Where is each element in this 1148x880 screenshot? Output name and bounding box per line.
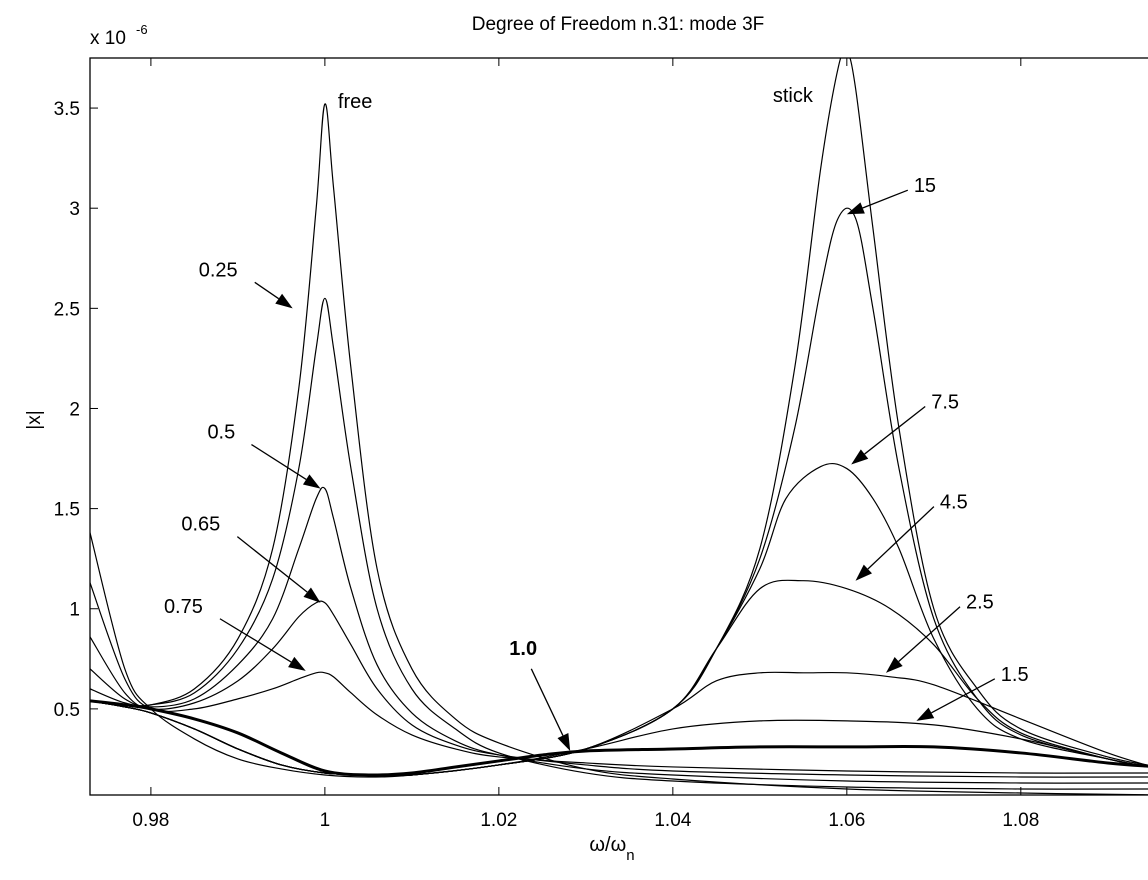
axis-ticks: 0.98 1 1.02 1.04 1.06 1.08 0.5 1 1.5 2 2.5 3 3.5 <box>54 58 1039 831</box>
series-line-2-5 <box>90 671 1148 777</box>
y-tick-label: 1.5 <box>54 500 80 521</box>
x-axis-label-sub: n <box>626 847 634 864</box>
annotation-arrowhead-4-5 <box>855 564 873 581</box>
y-tick-label: 0.5 <box>54 700 80 721</box>
y-tick-label: 2.5 <box>54 299 80 320</box>
y-tick-label: 2 <box>69 399 80 420</box>
x-tick-label: 0.98 <box>132 810 169 831</box>
y-tick-label: 1 <box>69 600 80 621</box>
annotation-label-4-5: 4.5 <box>940 492 968 514</box>
annotation-arrowhead-0-75 <box>288 656 306 671</box>
annotation-arrow-0-65 <box>236 536 308 593</box>
annotation-arrowhead-2-5 <box>885 657 903 673</box>
x-tick-label: 1.08 <box>1002 810 1039 831</box>
series-line-stick <box>90 58 1148 777</box>
series-line-0-65 <box>90 600 1148 778</box>
annotation-label-7-5: 7.5 <box>931 391 959 413</box>
series-line-1-5 <box>90 532 1148 778</box>
series-line-1-0 <box>90 699 1148 777</box>
series-line-7-5 <box>90 462 1148 777</box>
y-tick-label: 3 <box>69 199 80 220</box>
annotation-arrow-1-0 <box>530 668 564 736</box>
annotation-arrowhead-0-25 <box>275 293 293 309</box>
annotation-label-free: free <box>338 91 372 113</box>
series-line-0-5 <box>90 486 1148 784</box>
series-line-0-75 <box>90 582 1148 774</box>
annotation-arrow-1-5 <box>931 678 996 714</box>
series-line-15 <box>90 207 1148 777</box>
annotation-label-0-5: 0.5 <box>207 422 235 444</box>
plot-frame <box>89 57 1148 796</box>
annotation-arrowhead-1-5 <box>916 707 935 721</box>
x-tick-label: 1.02 <box>480 810 517 831</box>
annotation-label-0-75: 0.75 <box>164 596 203 618</box>
annotation-arrow-2-5 <box>898 606 961 662</box>
annotation-label-0-25: 0.25 <box>199 259 238 281</box>
annotation-arrow-0-5 <box>251 443 307 480</box>
annotation-arrow-4-5 <box>867 506 935 570</box>
annotation-arrowhead-0-65 <box>303 587 321 603</box>
annotation-label-15: 15 <box>914 175 936 197</box>
annotation-arrowhead-7-5 <box>851 449 869 465</box>
y-scale-exponent: x 10 <box>90 28 126 49</box>
series-line-0-25 <box>90 297 1148 790</box>
annotation-arrow-0-25 <box>254 281 280 300</box>
x-tick-label: 1.04 <box>654 810 691 831</box>
annotation-arrowhead-1-0 <box>557 733 571 751</box>
x-tick-label: 1.06 <box>828 810 865 831</box>
y-scale-exponent-power: -6 <box>136 22 148 37</box>
annotation-label-1-0: 1.0 <box>509 638 537 660</box>
series-lines <box>90 58 1148 795</box>
series-line-free <box>90 103 1148 795</box>
chart-title: Degree of Freedom n.31: mode 3F <box>472 14 765 35</box>
x-axis-label-main: ω/ω <box>589 834 626 856</box>
annotation-arrowhead-0-5 <box>302 474 321 489</box>
annotation-label-1-5: 1.5 <box>1001 664 1029 686</box>
annotation-arrow-0-75 <box>219 618 292 663</box>
annotation-label-2-5: 2.5 <box>966 592 994 614</box>
x-tick-label: 1 <box>320 810 331 831</box>
annotation-arrowhead-15 <box>846 202 865 215</box>
y-tick-label: 3.5 <box>54 99 80 120</box>
annotation-arrow-7-5 <box>864 405 926 455</box>
annotations: free stick 0.25 0.5 0.65 0.75 1.0 15 7.5 4.5 2.5 1.… <box>164 85 1029 751</box>
y-axis-label: |x| <box>24 410 45 429</box>
x-axis-label: ω/ωn <box>589 834 634 864</box>
annotation-label-0-65: 0.65 <box>181 514 220 536</box>
annotation-arrow-15 <box>862 189 909 209</box>
annotation-label-stick: stick <box>773 85 814 107</box>
